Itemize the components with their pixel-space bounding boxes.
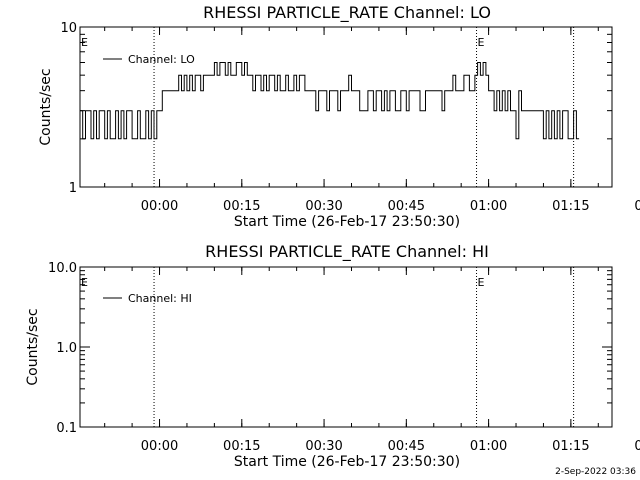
panel-hi-xlabel: Start Time (26-Feb-17 23:50:30)	[234, 454, 460, 470]
y-tick-label: 1	[69, 181, 77, 196]
x-tick-label: 01:00	[470, 439, 507, 454]
y-tick-label: 1.0	[56, 341, 77, 356]
event-marker-label: E	[81, 36, 88, 49]
x-tick-label: 00:30	[305, 439, 342, 454]
x-tick-label: 00:45	[388, 439, 425, 454]
panel-lo-xlabel: Start Time (26-Feb-17 23:50:30)	[234, 214, 460, 230]
x-tick-label: 00:00	[141, 199, 178, 214]
x-tick-label: 00:00	[141, 439, 178, 454]
panel-hi-ylabel: Counts/sec	[25, 308, 41, 385]
panel-lo-legend-label: Channel: LO	[128, 53, 195, 66]
x-tick-label: 00:15	[223, 199, 260, 214]
footer-timestamp: 2-Sep-2022 03:36	[555, 467, 636, 477]
y-tick-label: 10	[60, 21, 77, 36]
series-line-lo	[80, 62, 580, 140]
x-tick-label: 01:30	[634, 439, 640, 454]
panel-hi-title: RHESSI PARTICLE_RATE Channel: HI	[205, 242, 489, 262]
x-tick-label: 00:15	[223, 439, 260, 454]
event-marker-label: E	[81, 276, 88, 289]
panel-hi-legend-label: Channel: HI	[128, 292, 192, 305]
x-tick-label: 00:30	[305, 199, 342, 214]
panel-hi-x-ticks: 00:00 00:15 00:30 00:45 01:00 01:15 01:30	[104, 267, 640, 454]
x-tick-label: 01:15	[552, 199, 589, 214]
y-tick-label: 0.1	[56, 421, 77, 436]
panel-hi: RHESSI PARTICLE_RATE Channel: HI 00:00 00…	[25, 242, 640, 470]
panel-hi-plot-frame	[79, 266, 613, 428]
panel-lo-ylabel: Counts/sec	[38, 68, 54, 145]
x-tick-label: 01:00	[470, 199, 507, 214]
panel-lo-legend: Channel: LO	[103, 53, 195, 66]
event-marker-label: E	[478, 36, 485, 49]
panel-hi-y-ticks: 0.1 1.0 10.0	[48, 261, 612, 436]
panel-lo: RHESSI PARTICLE_RATE Channel: LO 00:00 00…	[38, 3, 640, 230]
x-tick-label: 01:30	[634, 199, 640, 214]
panel-lo-title: RHESSI PARTICLE_RATE Channel: LO	[203, 3, 491, 23]
panel-lo-x-ticks: 00:00 00:15 00:30 00:45 01:00 01:15 01:30	[104, 27, 640, 214]
y-tick-label: 10.0	[48, 261, 77, 276]
panel-hi-legend: Channel: HI	[103, 292, 192, 305]
panel-lo-y-ticks: 1 10	[60, 21, 612, 196]
x-tick-label: 00:45	[388, 199, 425, 214]
panel-lo-plot-frame	[79, 26, 613, 188]
x-tick-label: 01:15	[552, 439, 589, 454]
event-marker-label: E	[478, 276, 485, 289]
